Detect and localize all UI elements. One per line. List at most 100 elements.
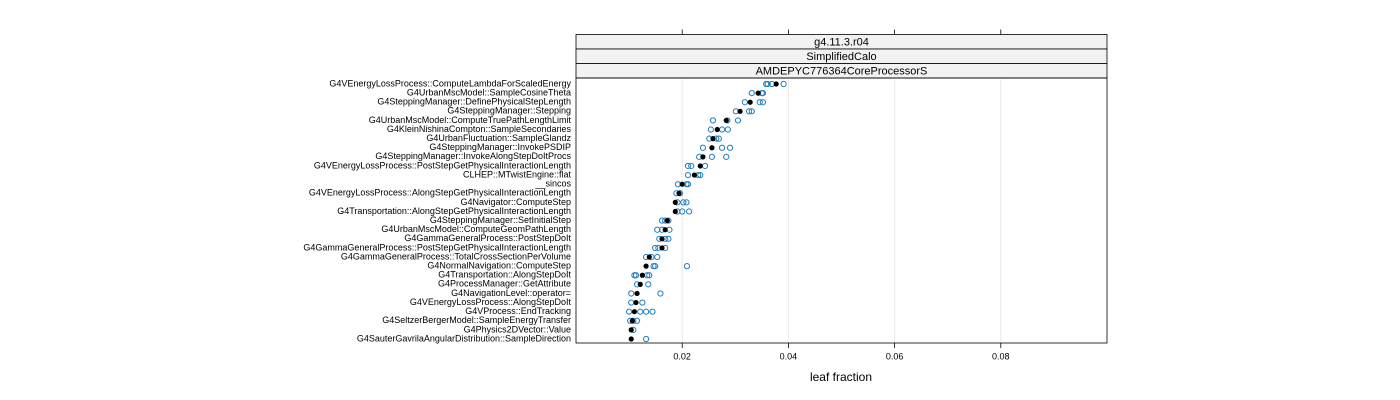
sample-point (652, 263, 659, 270)
y-tick-label: G4VEnergyLossProcess::AlongStepDoIt (410, 297, 572, 307)
y-tick-label: G4GammaGeneralProcess::PostStepGetPhysic… (303, 242, 571, 252)
mean-point (691, 172, 698, 178)
sample-point (726, 144, 734, 151)
sample-point (718, 126, 726, 133)
sample-point (708, 153, 716, 160)
sample-point (746, 108, 753, 115)
mean-point (714, 126, 720, 133)
x-axis-title: leaf fraction (810, 370, 872, 384)
mean-point (709, 145, 715, 151)
mean-point (672, 208, 678, 215)
mean-point (633, 299, 639, 306)
mean-point (747, 99, 753, 105)
strip-label: AMDEPYC776364CoreProcessorS (756, 66, 928, 78)
y-tick-label: G4NavigationLevel::operator= (451, 288, 571, 298)
mean-point (628, 327, 634, 333)
sample-point (654, 253, 661, 261)
sample-point (649, 308, 656, 315)
mean-point (659, 245, 665, 251)
sample-point (642, 308, 650, 315)
mean-point (755, 90, 761, 96)
sample-point (718, 144, 726, 151)
y-tick-label: G4SteppingManager::Stepping (447, 106, 571, 116)
mean-point (697, 163, 703, 169)
x-tick-label: 0.04 (780, 351, 798, 361)
y-tick-label: G4UrbanMscModel::SampleCosineTheta (407, 87, 571, 97)
mean-point (710, 136, 716, 142)
strip-label: SimplifiedCalo (806, 51, 876, 63)
sample-point (697, 171, 704, 179)
sample-point (626, 308, 633, 315)
mean-point (723, 117, 729, 124)
sample-point (628, 290, 635, 297)
mean-point (637, 281, 643, 287)
mean-point (659, 236, 665, 242)
sample-point (657, 290, 664, 297)
sample-point (680, 199, 687, 206)
sample-point (684, 171, 692, 179)
sample-point (723, 153, 730, 160)
y-tick-label: G4VEnergyLossProcess::AlongStepGetPhysic… (309, 188, 571, 198)
y-tick-label: CLHEP::MTwistEngine::flat (463, 169, 572, 179)
mean-point (773, 81, 779, 87)
sample-point (686, 208, 693, 215)
mean-point (676, 190, 682, 196)
mean-point (700, 154, 706, 160)
y-tick-label: G4Physics2DVector::Value (464, 324, 571, 334)
y-tick-label: G4SauterGavrilaAngularDistribution::Samp… (357, 333, 571, 343)
sample-point (707, 126, 714, 133)
mean-point (634, 290, 640, 297)
mean-point (664, 218, 670, 224)
panel-frame (575, 77, 1108, 344)
mean-point (639, 272, 645, 278)
sample-point (628, 299, 635, 306)
sample-point (734, 117, 742, 124)
y-tick-label: G4Transportation::AlongStepDoIt (438, 270, 571, 280)
sample-point (684, 162, 692, 170)
mean-point (631, 309, 638, 315)
y-tick-label: G4KleinNishinaCompton::SampleSecondaries (387, 124, 572, 134)
y-tick-label: G4GammaGeneralProcess::TotalCrossSection… (341, 251, 571, 261)
sample-point (688, 162, 695, 170)
sample-point (759, 99, 767, 106)
x-tick-label: 0.08 (992, 351, 1010, 361)
sample-point (684, 181, 692, 188)
sample-point (658, 217, 666, 224)
strip-label: g4.11.3.r04 (814, 37, 869, 49)
sample-point (701, 162, 709, 170)
y-tick-label: G4GammaGeneralProcess::PostStepDoIt (404, 233, 571, 243)
sample-point (642, 335, 650, 343)
mean-point (646, 254, 652, 260)
sample-point (632, 272, 640, 279)
sample-point (665, 235, 672, 242)
sample-point (715, 135, 722, 142)
y-tick-label: G4VEnergyLossProcess::PostStepGetPhysica… (314, 160, 571, 170)
sample-point (748, 90, 755, 97)
y-tick-label: G4Navigator::ComputeStep (460, 197, 571, 207)
y-tick-label: G4UrbanMscModel::ComputeTruePathLengthLi… (369, 115, 572, 125)
mean-point (679, 181, 685, 187)
y-tick-label: G4SteppingManager::InvokeAlongStepDoItPr… (375, 151, 571, 161)
mean-point (672, 199, 678, 205)
y-tick-label: __sincos (534, 179, 571, 189)
sample-point (633, 317, 641, 324)
sample-point (679, 208, 686, 215)
sample-point (637, 308, 644, 315)
sample-point (709, 117, 717, 124)
mean-point (737, 108, 743, 114)
x-tick-label: 0.06 (886, 351, 904, 361)
mean-point (643, 263, 649, 269)
y-tick-label: G4VProcess::EndTracking (465, 306, 571, 316)
y-tick-label: G4UrbanFluctuation::SampleGlandz (426, 133, 571, 143)
y-tick-label: G4SteppingManager::DefinePhysicalStepLen… (377, 97, 571, 107)
y-tick-label: G4ProcessManager::GetAttribute (438, 279, 571, 289)
x-tick-label: 0.02 (673, 351, 691, 361)
sample-point (699, 144, 707, 151)
y-tick-label: G4SteppingManager::SetInitialStep (430, 215, 571, 225)
sample-point (646, 272, 653, 279)
sample-point (724, 126, 731, 133)
sample-point (683, 199, 690, 206)
y-tick-label: G4UrbanMscModel::ComputeGeomPathLength (381, 224, 571, 234)
sample-point (652, 244, 659, 252)
